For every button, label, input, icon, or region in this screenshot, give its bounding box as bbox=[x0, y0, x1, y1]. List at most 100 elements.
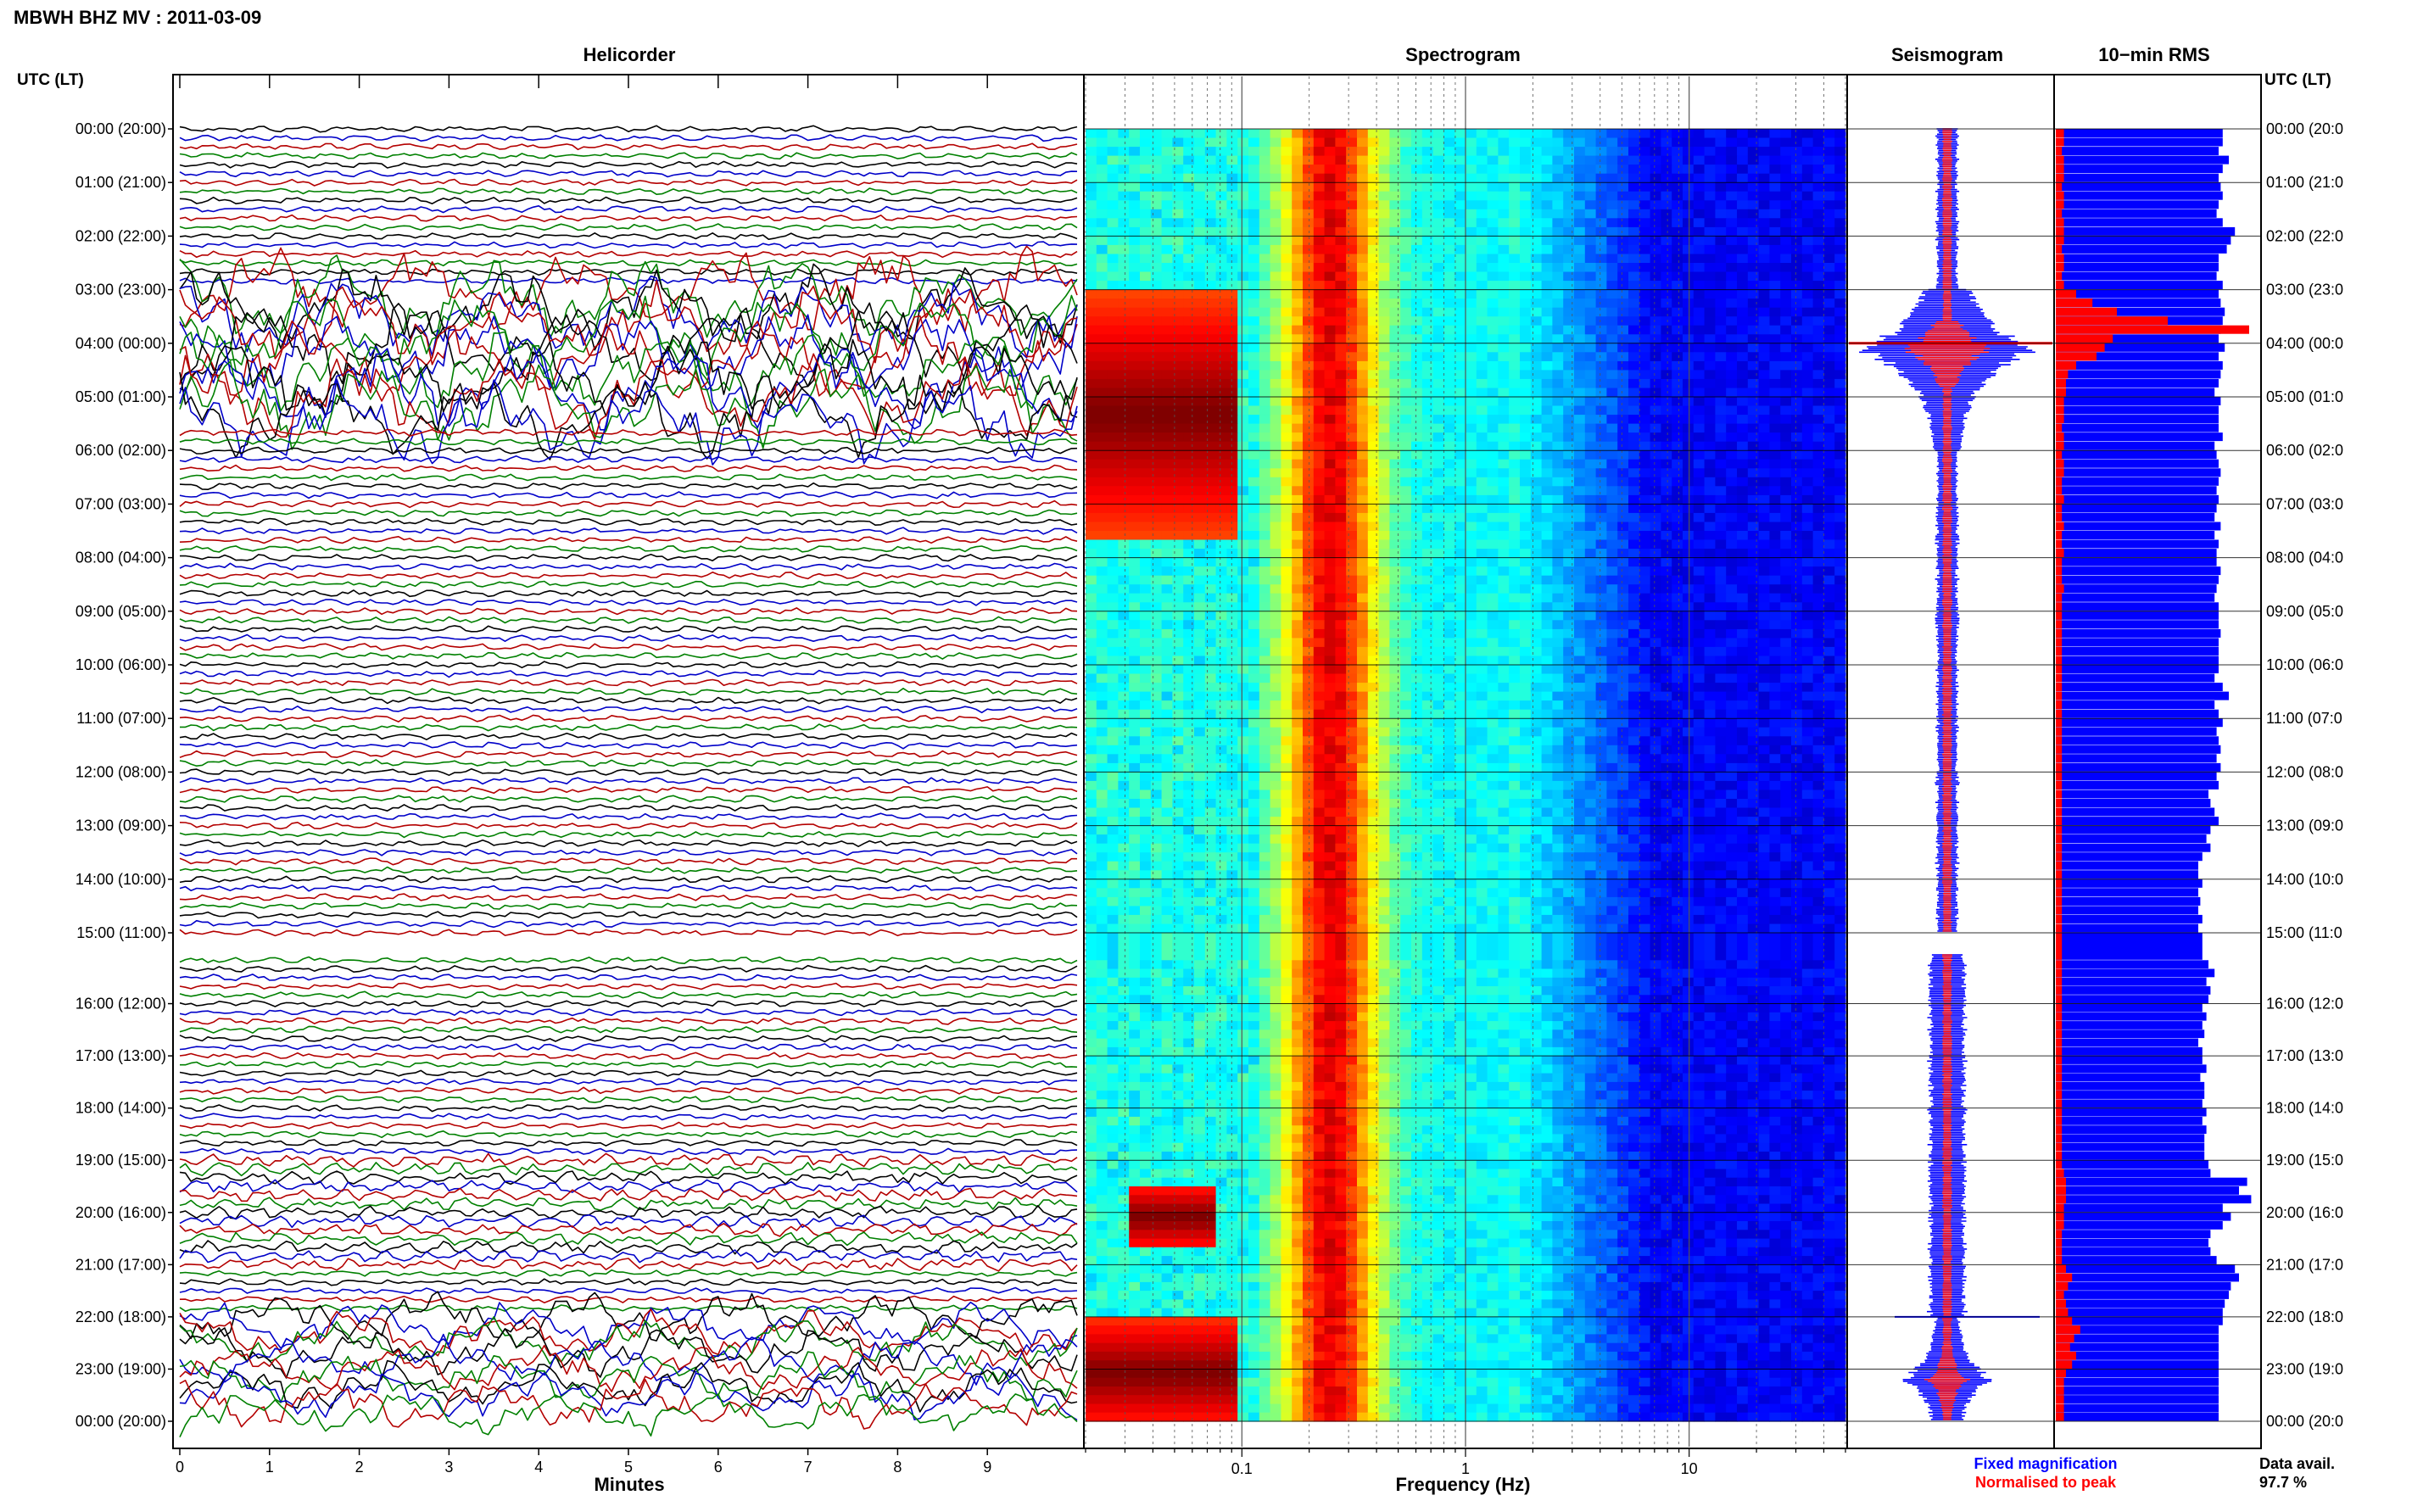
spectrogram-cell bbox=[1357, 352, 1369, 362]
spectrogram-cell bbox=[1194, 512, 1206, 522]
spectrogram-cell bbox=[1737, 325, 1749, 335]
spectrogram-cell bbox=[1466, 281, 1477, 291]
spectrogram-cell bbox=[1086, 673, 1097, 683]
spectrogram-cell bbox=[1595, 477, 1607, 487]
spectrogram-cell bbox=[1237, 370, 1249, 380]
spectrogram-cell bbox=[1737, 281, 1749, 291]
spectrogram-cell bbox=[1237, 147, 1249, 157]
spectrogram-cell bbox=[1118, 762, 1130, 773]
spectrogram-cell bbox=[1476, 415, 1488, 425]
spectrogram-cell bbox=[1552, 343, 1564, 353]
spectrogram-cell bbox=[1498, 432, 1510, 443]
spectrogram-cell bbox=[1509, 334, 1521, 344]
spectrogram-cell bbox=[1780, 155, 1792, 165]
spectrogram-cell bbox=[1270, 405, 1281, 416]
spectrogram-cell bbox=[1303, 432, 1315, 443]
spectrogram-cell bbox=[1400, 370, 1412, 380]
spectrogram-cell bbox=[1498, 370, 1510, 380]
spectrogram-cell bbox=[1812, 656, 1824, 666]
spectrogram-cell bbox=[1509, 531, 1521, 541]
spectrogram-cell bbox=[1476, 397, 1488, 407]
spectrogram-cell bbox=[1259, 334, 1271, 344]
spectrogram-cell bbox=[1421, 423, 1434, 433]
spectrogram-cell bbox=[1118, 155, 1130, 165]
spectrogram-cell bbox=[1389, 352, 1401, 362]
spectrogram-cell bbox=[1259, 459, 1271, 469]
spectrogram-cell bbox=[1769, 549, 1781, 559]
spectrogram-cell bbox=[1281, 683, 1293, 693]
spectrogram-cell bbox=[1107, 531, 1119, 541]
spectrogram-cell bbox=[1443, 459, 1455, 469]
spectrogram-cell bbox=[1378, 370, 1390, 380]
spectrogram-cell bbox=[1758, 316, 1770, 326]
spectrogram-cell bbox=[1367, 504, 1380, 514]
spectrogram-cell bbox=[1454, 155, 1466, 165]
spectrogram-cell bbox=[1693, 512, 1706, 522]
spectrogram-cell bbox=[1292, 271, 1304, 282]
spectrogram-cell bbox=[1411, 611, 1423, 621]
spectrogram-cell bbox=[1086, 226, 1097, 237]
spectrogram-cell bbox=[1454, 129, 1466, 139]
spectrogram-cell bbox=[1204, 343, 1217, 353]
spectrogram-cell bbox=[1107, 646, 1119, 656]
spectrogram-cell bbox=[1270, 289, 1281, 299]
spectrogram-cell bbox=[1140, 129, 1152, 139]
spectrogram-cell bbox=[1215, 539, 1227, 550]
spectrogram-cell bbox=[1226, 165, 1238, 175]
spectrogram-cell bbox=[1509, 137, 1521, 148]
spectrogram-cell bbox=[1432, 423, 1444, 433]
spectrogram-cell bbox=[1161, 343, 1173, 353]
spectrogram-cell bbox=[1693, 620, 1706, 630]
spectrogram-cell bbox=[1812, 557, 1824, 567]
spectrogram-cell bbox=[1509, 263, 1521, 273]
spectrogram-cell bbox=[1834, 147, 1846, 157]
spectrogram-cell bbox=[1357, 191, 1369, 201]
spectrogram-cell bbox=[1107, 494, 1119, 505]
spectrogram-cell bbox=[1650, 504, 1661, 514]
spectrogram-cell bbox=[1313, 343, 1326, 353]
spectrogram-cell bbox=[1520, 226, 1532, 237]
spectrogram-cell bbox=[1335, 691, 1347, 701]
spectrogram-cell bbox=[1281, 415, 1293, 425]
spectrogram-cell bbox=[1552, 147, 1564, 157]
spectrogram-cell bbox=[1259, 360, 1271, 371]
spectrogram-cell bbox=[1172, 298, 1184, 309]
spectrogram-cell bbox=[1552, 254, 1564, 264]
spectrogram-cell bbox=[1292, 298, 1304, 309]
spectrogram-cell bbox=[1226, 137, 1238, 148]
spectrogram-cell bbox=[1172, 271, 1184, 282]
spectrogram-cell bbox=[1563, 415, 1575, 425]
spectrogram-cell bbox=[1758, 289, 1770, 299]
spectrogram-cell bbox=[1672, 745, 1683, 755]
spectrogram-cell bbox=[1237, 602, 1249, 612]
spectrogram-cell bbox=[1129, 727, 1141, 737]
spectrogram-cell bbox=[1411, 504, 1423, 514]
spectrogram-cell bbox=[1183, 549, 1195, 559]
spectrogram-cell bbox=[1237, 155, 1249, 165]
spectrogram-cell bbox=[1086, 378, 1097, 388]
spectrogram-cell bbox=[1215, 646, 1227, 656]
spectrogram-cell bbox=[1595, 191, 1607, 201]
spectrogram-cell bbox=[1226, 468, 1238, 478]
spectrogram-cell bbox=[1281, 244, 1293, 254]
spectrogram-cell bbox=[1661, 745, 1672, 755]
spectrogram-cell bbox=[1628, 638, 1640, 648]
spectrogram-cell bbox=[1367, 468, 1380, 478]
spectrogram-cell bbox=[1650, 209, 1661, 219]
spectrogram-cell bbox=[1639, 316, 1651, 326]
spectrogram-cell bbox=[1769, 683, 1781, 693]
spectrogram-cell bbox=[1237, 557, 1249, 567]
spectrogram-cell bbox=[1791, 129, 1803, 139]
spectrogram-cell bbox=[1606, 129, 1618, 139]
spectrogram-cell bbox=[1411, 236, 1423, 246]
spectrogram-cell bbox=[1693, 137, 1706, 148]
spectrogram-cell bbox=[1346, 155, 1358, 165]
spectrogram-cell bbox=[1118, 656, 1130, 666]
spectrogram-cell bbox=[1606, 244, 1618, 254]
spectrogram-cell bbox=[1346, 557, 1358, 567]
spectrogram-cell bbox=[1378, 512, 1390, 522]
spectrogram-cell bbox=[1476, 209, 1488, 219]
spectrogram-cell bbox=[1823, 700, 1835, 711]
spectrogram-cell bbox=[1758, 691, 1770, 701]
